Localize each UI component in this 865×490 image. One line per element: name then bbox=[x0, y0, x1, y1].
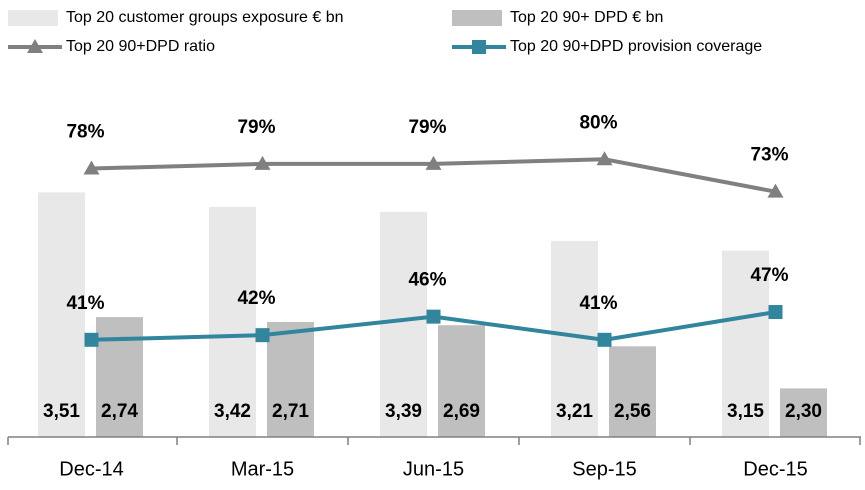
legend-swatch bbox=[452, 10, 502, 26]
bar-label: 3,21 bbox=[556, 401, 593, 422]
bar bbox=[722, 250, 769, 437]
line-marker bbox=[767, 183, 784, 198]
legend-label: Top 20 90+DPD ratio bbox=[66, 38, 215, 55]
x-tick-label: Mar-15 bbox=[231, 458, 294, 480]
line-label: 47% bbox=[750, 265, 788, 286]
line-label: 79% bbox=[237, 117, 275, 138]
bar-label: 2,56 bbox=[614, 401, 651, 422]
line-label: 79% bbox=[408, 117, 446, 138]
legend-marker bbox=[472, 40, 486, 54]
line-marker bbox=[768, 305, 783, 320]
bar bbox=[38, 192, 85, 437]
legend-swatch bbox=[8, 10, 58, 26]
bar-label: 2,30 bbox=[785, 401, 822, 422]
line-marker bbox=[597, 332, 612, 347]
x-tick-label: Jun-15 bbox=[403, 458, 464, 480]
line-marker bbox=[84, 332, 99, 347]
bar-label: 2,71 bbox=[272, 401, 309, 422]
bar-label: 3,15 bbox=[727, 401, 764, 422]
bar bbox=[609, 346, 656, 437]
bar bbox=[438, 325, 485, 437]
bar-label: 3,39 bbox=[385, 401, 422, 422]
bar-label: 3,42 bbox=[214, 401, 251, 422]
line-marker bbox=[426, 309, 441, 324]
bar bbox=[380, 211, 427, 437]
line-label: 41% bbox=[579, 293, 617, 314]
bar bbox=[209, 206, 256, 437]
x-tick-label: Dec-14 bbox=[59, 458, 123, 480]
legend-marker bbox=[27, 39, 43, 53]
x-tick-label: Sep-15 bbox=[572, 458, 637, 480]
line-label: 78% bbox=[66, 122, 104, 143]
line-label: 73% bbox=[750, 145, 788, 166]
x-tick-label: Dec-15 bbox=[743, 458, 807, 480]
line-marker bbox=[596, 151, 613, 166]
line-marker bbox=[83, 160, 100, 175]
bar-label: 2,74 bbox=[101, 401, 138, 422]
bar-label: 2,69 bbox=[443, 401, 480, 422]
line-label: 42% bbox=[237, 288, 275, 309]
bar bbox=[267, 321, 314, 437]
line-marker bbox=[425, 155, 442, 170]
legend-label: Top 20 customer groups exposure € bn bbox=[66, 9, 344, 26]
line-label: 80% bbox=[579, 112, 617, 133]
line-label: 46% bbox=[408, 270, 446, 291]
legend-label: Top 20 90+ DPD € bn bbox=[510, 9, 663, 26]
bar bbox=[780, 388, 827, 437]
line-marker bbox=[255, 328, 270, 343]
line-label: 41% bbox=[66, 293, 104, 314]
bar-label: 3,51 bbox=[43, 401, 80, 422]
legend-label: Top 20 90+DPD provision coverage bbox=[510, 38, 762, 55]
line-marker bbox=[254, 155, 271, 170]
